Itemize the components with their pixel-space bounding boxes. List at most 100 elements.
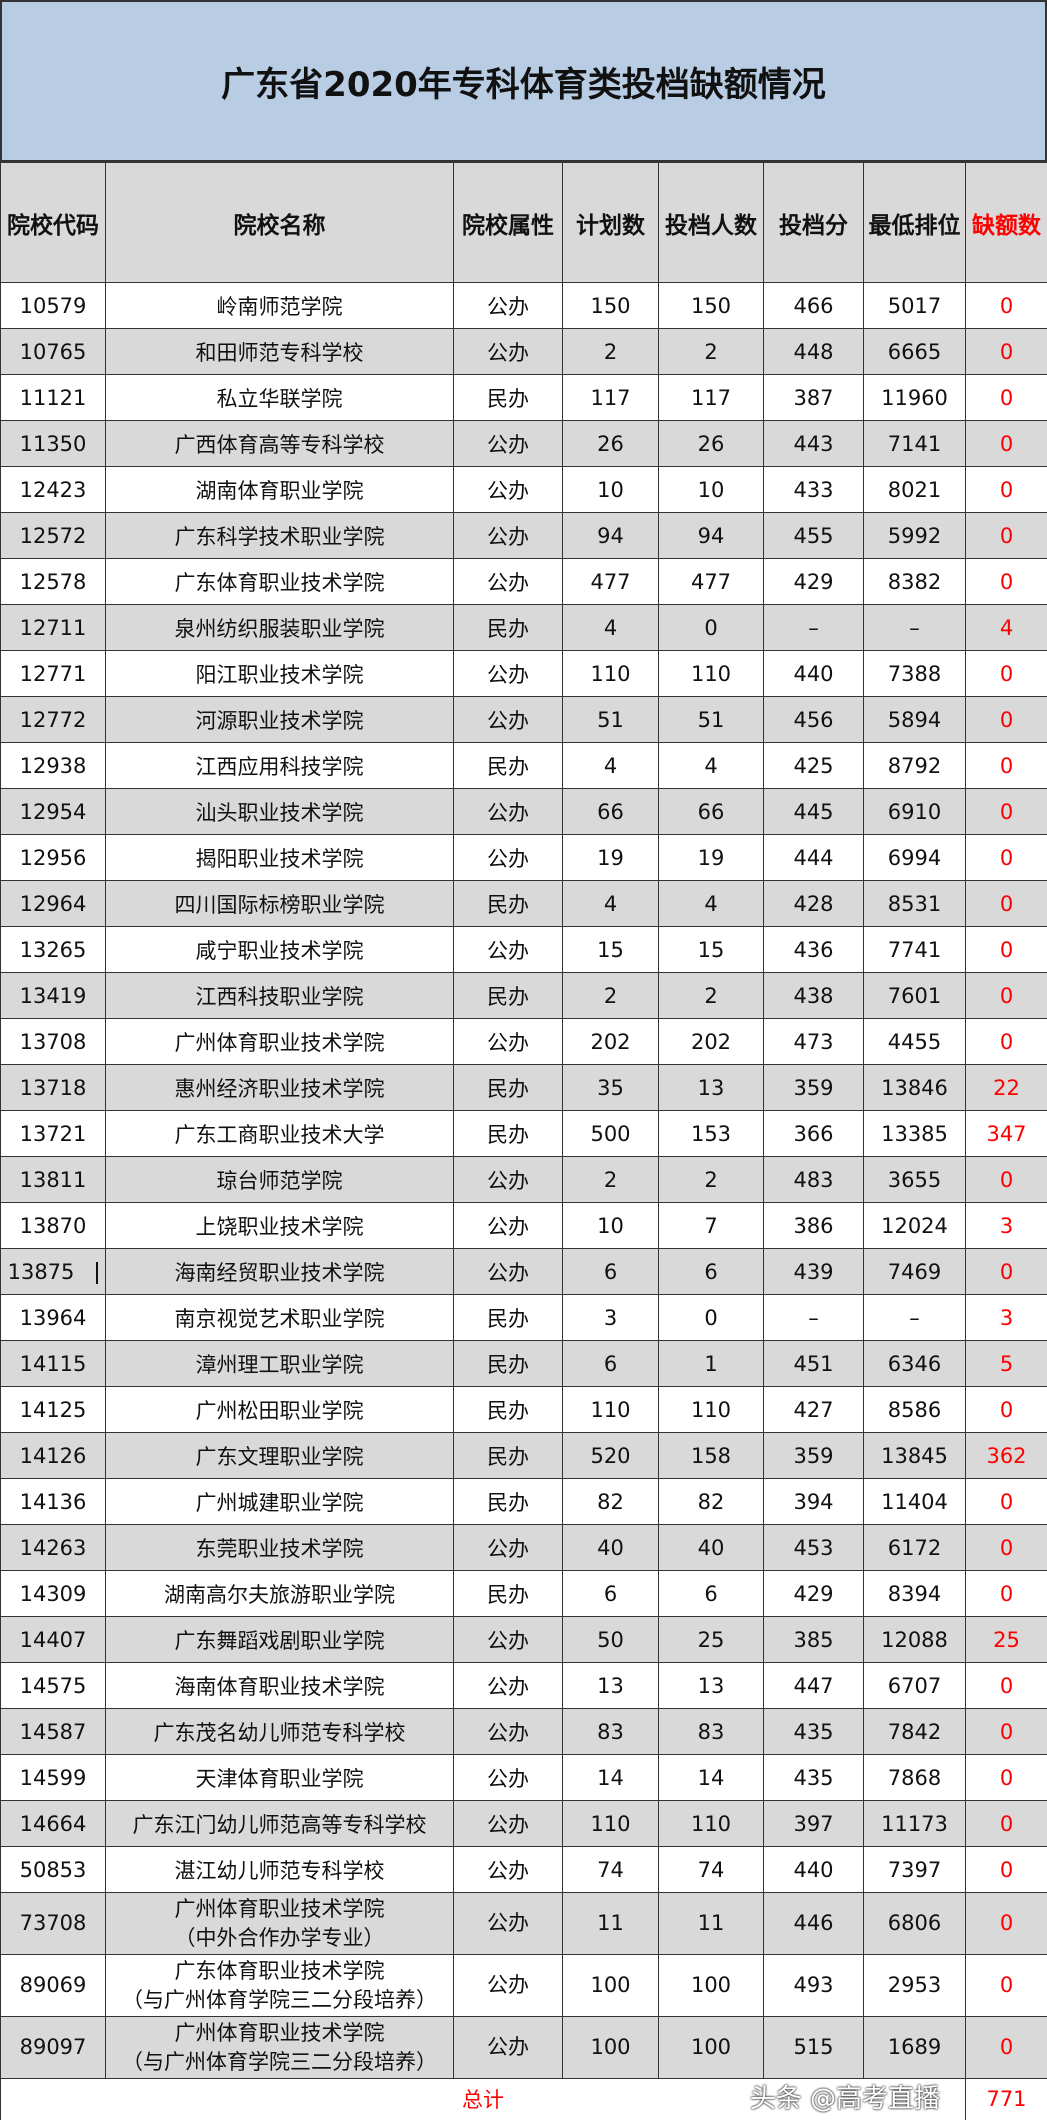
cell-plan: 110 — [562, 650, 659, 697]
cell-code: 12578 — [0, 558, 106, 605]
cell-plan: 35 — [562, 1064, 659, 1111]
cell-code: 14136 — [0, 1478, 106, 1525]
cell-admitted: 83 — [658, 1708, 764, 1755]
cell-score: 438 — [763, 972, 864, 1019]
cell-code: 12956 — [0, 834, 106, 881]
cell-type: 民办 — [453, 1432, 563, 1479]
cell-type: 民办 — [453, 880, 563, 927]
cell-admitted: 25 — [658, 1616, 764, 1663]
table-row: 12772 河源职业技术学院 公办 51 51 456 5894 0 — [0, 696, 1047, 743]
cell-min-rank: 2953 — [863, 1954, 966, 2017]
cell-admitted: 74 — [658, 1846, 764, 1893]
cell-plan: 100 — [562, 1954, 659, 2017]
cell-shortfall: 0 — [965, 558, 1047, 605]
cell-shortfall: 25 — [965, 1616, 1047, 1663]
cell-min-rank: 6172 — [863, 1524, 966, 1571]
cell-type: 民办 — [453, 972, 563, 1019]
cell-shortfall: 0 — [965, 2016, 1047, 2079]
cell-plan: 4 — [562, 742, 659, 789]
cell-min-rank: 8021 — [863, 466, 966, 513]
table-row: 13419 江西科技职业学院 民办 2 2 438 7601 0 — [0, 972, 1047, 1019]
cell-type: 公办 — [453, 788, 563, 835]
cell-code: 13870 — [0, 1202, 106, 1249]
table-row: 14126 广东文理职业学院 民办 520 158 359 13845 362 — [0, 1432, 1047, 1479]
cell-name: 海南经贸职业技术学院 — [105, 1248, 454, 1295]
cell-score: 359 — [763, 1064, 864, 1111]
cell-admitted: 51 — [658, 696, 764, 743]
cell-code: 14664 — [0, 1800, 106, 1847]
cell-plan: 13 — [562, 1662, 659, 1709]
table-row: 12954 汕头职业技术学院 公办 66 66 445 6910 0 — [0, 788, 1047, 835]
cell-shortfall: 0 — [965, 1018, 1047, 1065]
cell-name: 广东舞蹈戏剧职业学院 — [105, 1616, 454, 1663]
school-note: （与广州体育学院三二分段培养） — [122, 1987, 437, 2012]
cell-shortfall: 0 — [965, 374, 1047, 421]
cell-code: 73708 — [0, 1892, 106, 1955]
cell-min-rank: 7388 — [863, 650, 966, 697]
cell-code: 13721 — [0, 1110, 106, 1157]
cell-type: 民办 — [453, 1064, 563, 1111]
header-code: 院校代码 — [0, 162, 106, 283]
cell-shortfall: 0 — [965, 926, 1047, 973]
cell-plan: 110 — [562, 1386, 659, 1433]
header-shortfall: 缺额数 — [965, 162, 1047, 283]
cell-shortfall: 0 — [965, 880, 1047, 927]
cell-plan: 10 — [562, 1202, 659, 1249]
table-row: 13875 海南经贸职业技术学院 公办 6 6 439 7469 0 — [0, 1248, 1047, 1295]
cell-code: 89097 — [0, 2016, 106, 2079]
cell-code: 13265 — [0, 926, 106, 973]
cell-name: 阳江职业技术学院 — [105, 650, 454, 697]
cell-name: 广州体育职业技术学院 （中外合作办学专业） — [105, 1892, 454, 1955]
cell-admitted: 150 — [658, 282, 764, 329]
cell-name: 广州体育职业技术学院 （与广州体育学院三二分段培养） — [105, 2016, 454, 2079]
cell-type: 公办 — [453, 1954, 563, 2017]
cell-type: 公办 — [453, 696, 563, 743]
cell-code: 14587 — [0, 1708, 106, 1755]
table-row: 12578 广东体育职业技术学院 公办 477 477 429 8382 0 — [0, 558, 1047, 605]
cell-min-rank: 6665 — [863, 328, 966, 375]
header-name: 院校名称 — [105, 162, 454, 283]
cell-score: 439 — [763, 1248, 864, 1295]
cell-min-rank: 6806 — [863, 1892, 966, 1955]
cell-plan: 83 — [562, 1708, 659, 1755]
table-row: 11121 私立华联学院 民办 117 117 387 11960 0 — [0, 374, 1047, 421]
cell-code: 14126 — [0, 1432, 106, 1479]
cell-admitted: 110 — [658, 1800, 764, 1847]
cell-code: 10579 — [0, 282, 106, 329]
table-row: 73708 广州体育职业技术学院 （中外合作办学专业） 公办 11 11 446 6806 0 — [0, 1892, 1047, 1955]
cell-score: 483 — [763, 1156, 864, 1203]
cell-type: 公办 — [453, 1156, 563, 1203]
cell-shortfall: 0 — [965, 328, 1047, 375]
cell-score: 448 — [763, 328, 864, 375]
cell-name: 揭阳职业技术学院 — [105, 834, 454, 881]
cell-name: 湖南体育职业学院 — [105, 466, 454, 513]
cell-shortfall: 0 — [965, 1800, 1047, 1847]
cell-code-text: 13875 — [7, 1259, 75, 1284]
cell-admitted: 110 — [658, 650, 764, 697]
cell-shortfall: 0 — [965, 788, 1047, 835]
cell-shortfall: 3 — [965, 1202, 1047, 1249]
table-row: 13265 咸宁职业技术学院 公办 15 15 436 7741 0 — [0, 926, 1047, 973]
cell-name: 广州体育职业技术学院 — [105, 1018, 454, 1065]
cell-plan: 2 — [562, 972, 659, 1019]
cell-name: 江西科技职业学院 — [105, 972, 454, 1019]
cell-min-rank: 12088 — [863, 1616, 966, 1663]
cell-type: 公办 — [453, 1616, 563, 1663]
cell-code: 13419 — [0, 972, 106, 1019]
cell-score: 429 — [763, 558, 864, 605]
total-label: 总计 — [0, 2078, 966, 2120]
cell-admitted: 13 — [658, 1662, 764, 1709]
cell-shortfall: 0 — [965, 972, 1047, 1019]
cell-min-rank: 7842 — [863, 1708, 966, 1755]
cell-shortfall: 0 — [965, 1846, 1047, 1893]
cell-min-rank: 8382 — [863, 558, 966, 605]
header-type: 院校属性 — [453, 162, 563, 283]
cell-shortfall: 22 — [965, 1064, 1047, 1111]
cell-min-rank: 12024 — [863, 1202, 966, 1249]
cell-shortfall: 0 — [965, 282, 1047, 329]
cell-type: 公办 — [453, 558, 563, 605]
cell-plan: 94 — [562, 512, 659, 559]
cell-admitted: 26 — [658, 420, 764, 467]
cell-min-rank: – — [863, 1294, 966, 1341]
table-row: 14587 广东茂名幼儿师范专科学校 公办 83 83 435 7842 0 — [0, 1708, 1047, 1755]
